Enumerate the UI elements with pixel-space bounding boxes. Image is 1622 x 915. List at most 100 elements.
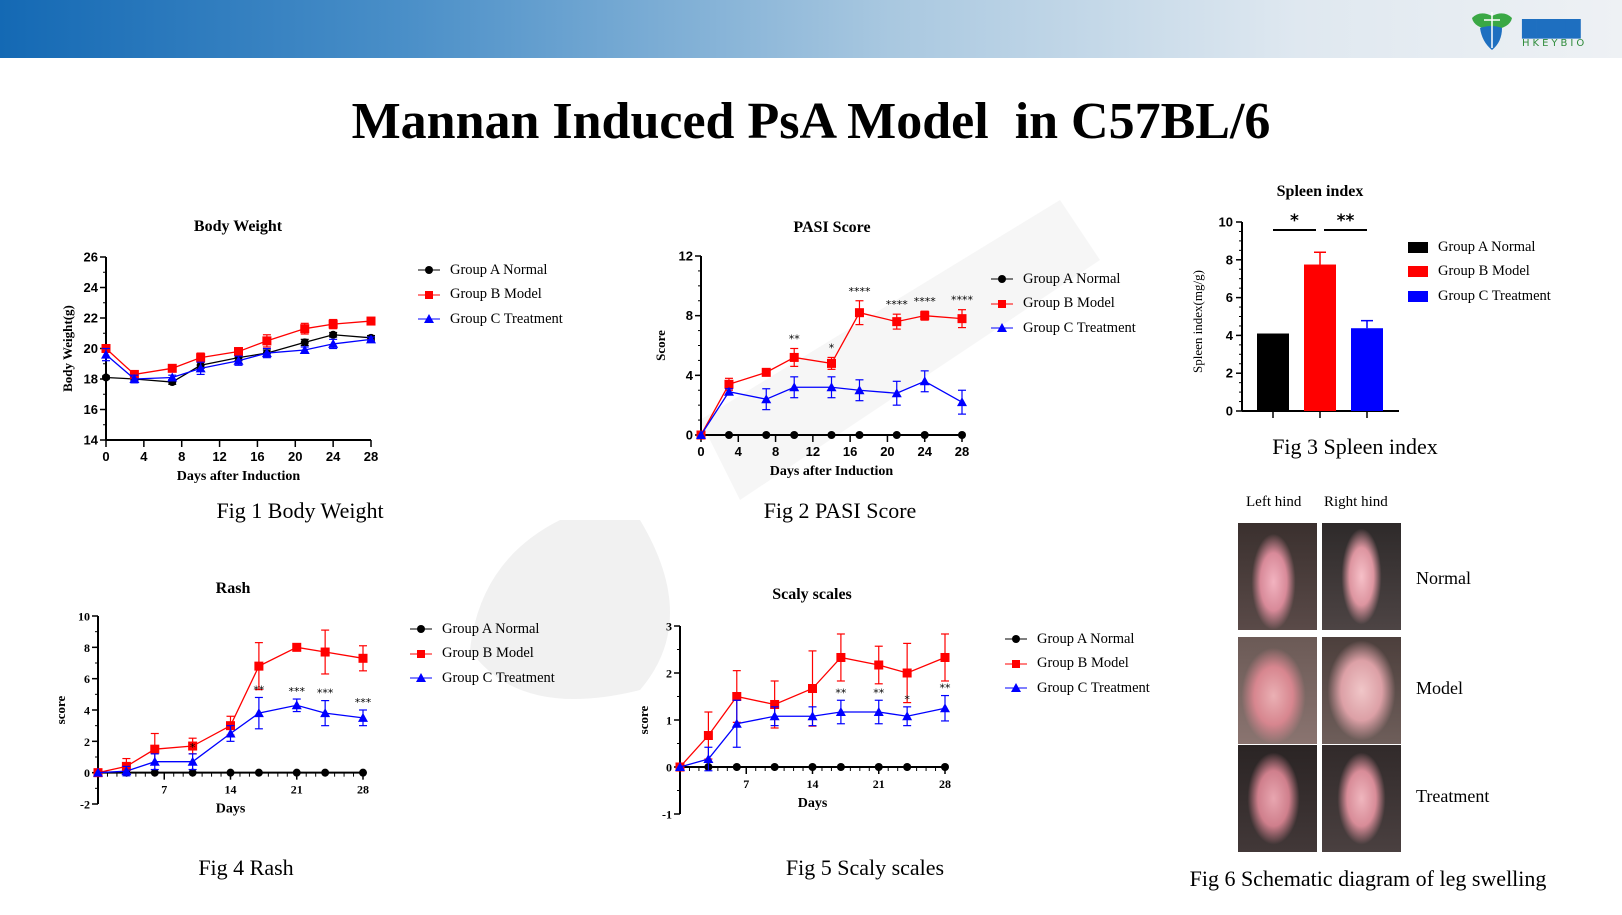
x-tick-label: 4 (140, 449, 148, 464)
significance-label: **** (886, 298, 909, 311)
data-point (789, 382, 800, 392)
significance-label: *** (355, 696, 372, 709)
data-point (920, 311, 930, 321)
data-point (150, 744, 160, 754)
y-axis-title: score (53, 695, 68, 724)
caption-fig1: Fig 1 Body Weight (216, 498, 384, 523)
data-point (769, 711, 780, 721)
circle-marker-icon (1005, 635, 1027, 644)
data-point (826, 382, 837, 392)
x-tick-label: 12 (212, 449, 226, 464)
y-axis-title: score (636, 705, 651, 734)
series-group-b-model (101, 316, 376, 379)
bar-group-c-treatment (1351, 328, 1383, 411)
photo-normal-right-hind (1322, 523, 1401, 630)
data-point (254, 768, 263, 777)
data-point (940, 652, 950, 662)
data-point (320, 708, 331, 718)
data-point (940, 703, 950, 713)
data-point (196, 353, 206, 363)
x-tick-label: 8 (178, 449, 185, 464)
svg-text:▇▇▇▇: ▇▇▇▇ (1521, 17, 1581, 39)
triangle-marker-icon (991, 323, 1013, 333)
data-point (254, 661, 264, 671)
legend-item-a: Group A Normal (410, 617, 555, 642)
data-point (233, 355, 244, 365)
square-marker-icon (991, 299, 1013, 308)
x-tick-label: 0 (102, 449, 109, 464)
y-axis-title: Score (653, 330, 668, 361)
x-tick-label: 28 (357, 783, 369, 797)
data-point (328, 319, 338, 329)
series-group-a-normal (94, 768, 367, 777)
legend-item-a: Group A Normal (418, 258, 563, 283)
x-tick-label: 28 (955, 444, 969, 459)
x-tick-label: 0 (697, 444, 704, 459)
data-point (187, 756, 198, 766)
y-tick-label: 10 (1219, 215, 1233, 230)
triangle-marker-icon (1005, 683, 1027, 693)
data-point (790, 431, 799, 439)
significance-label: **** (951, 294, 974, 307)
data-point (121, 766, 132, 776)
data-point (292, 642, 302, 652)
triangle-marker-icon (418, 314, 440, 324)
series-group-c-treatment (101, 334, 376, 384)
data-point (195, 363, 206, 373)
x-tick-label: 16 (250, 449, 264, 464)
x-tick-label: 12 (806, 444, 820, 459)
data-point (827, 431, 836, 439)
data-point (300, 338, 309, 347)
series-group-b-model (93, 629, 368, 778)
y-tick-label: 2 (666, 667, 672, 681)
photo-normal-left-hind (1238, 523, 1317, 630)
data-point (808, 684, 817, 694)
x-tick-label: 24 (326, 449, 341, 464)
data-point (329, 330, 338, 339)
red-swatch-icon (1408, 266, 1428, 278)
data-point (696, 430, 706, 439)
y-tick-label: 8 (686, 308, 693, 323)
legend-item-c: Group C Treatment (1005, 676, 1150, 701)
x-tick-label: 21 (873, 777, 885, 791)
data-point (101, 349, 111, 359)
significance-label: * (1290, 211, 1299, 231)
data-point (762, 431, 771, 439)
data-point (761, 367, 771, 377)
col-label-right-hind: Right hind (1324, 494, 1388, 510)
triangle-marker-icon (410, 673, 432, 683)
y-tick-label: 22 (84, 311, 98, 326)
x-axis-title: Days after Induction (177, 469, 301, 484)
caption-fig5: Fig 5 Scaly scales (785, 855, 945, 880)
y-tick-label: 8 (1226, 252, 1233, 267)
y-tick-label: 26 (84, 250, 98, 265)
x-tick-label: 28 (939, 777, 951, 791)
bar-group-a-normal (1257, 333, 1289, 411)
data-point (891, 388, 902, 398)
data-point (703, 754, 714, 764)
data-point (903, 763, 912, 771)
data-point (262, 336, 272, 346)
data-point (892, 431, 901, 439)
significance-label: ** (873, 686, 885, 699)
circle-marker-icon (418, 266, 440, 275)
x-axis-title: Days (216, 802, 246, 817)
chart-body-weight: 14 16 18 20 22 24 26 0 4 8 12 16 20 24 28 Days after In… (60, 250, 378, 485)
data-point (320, 647, 330, 657)
caption-fig3: Fig 3 Spleen index (1272, 434, 1438, 459)
y-tick-label: 12 (679, 249, 693, 264)
legend-item-b: Group B Model (418, 283, 563, 308)
data-point (854, 308, 864, 318)
y-tick-label: 6 (84, 672, 90, 686)
significance-label: ** (940, 682, 952, 695)
hkeybio-logo: ▇▇▇▇ (1472, 12, 1581, 50)
black-swatch-icon (1408, 241, 1428, 253)
x-tick-label: 7 (161, 783, 167, 797)
chart-title-spleen: Spleen index (1276, 183, 1364, 200)
y-tick-label: 4 (686, 368, 694, 383)
circle-marker-icon (410, 625, 432, 634)
